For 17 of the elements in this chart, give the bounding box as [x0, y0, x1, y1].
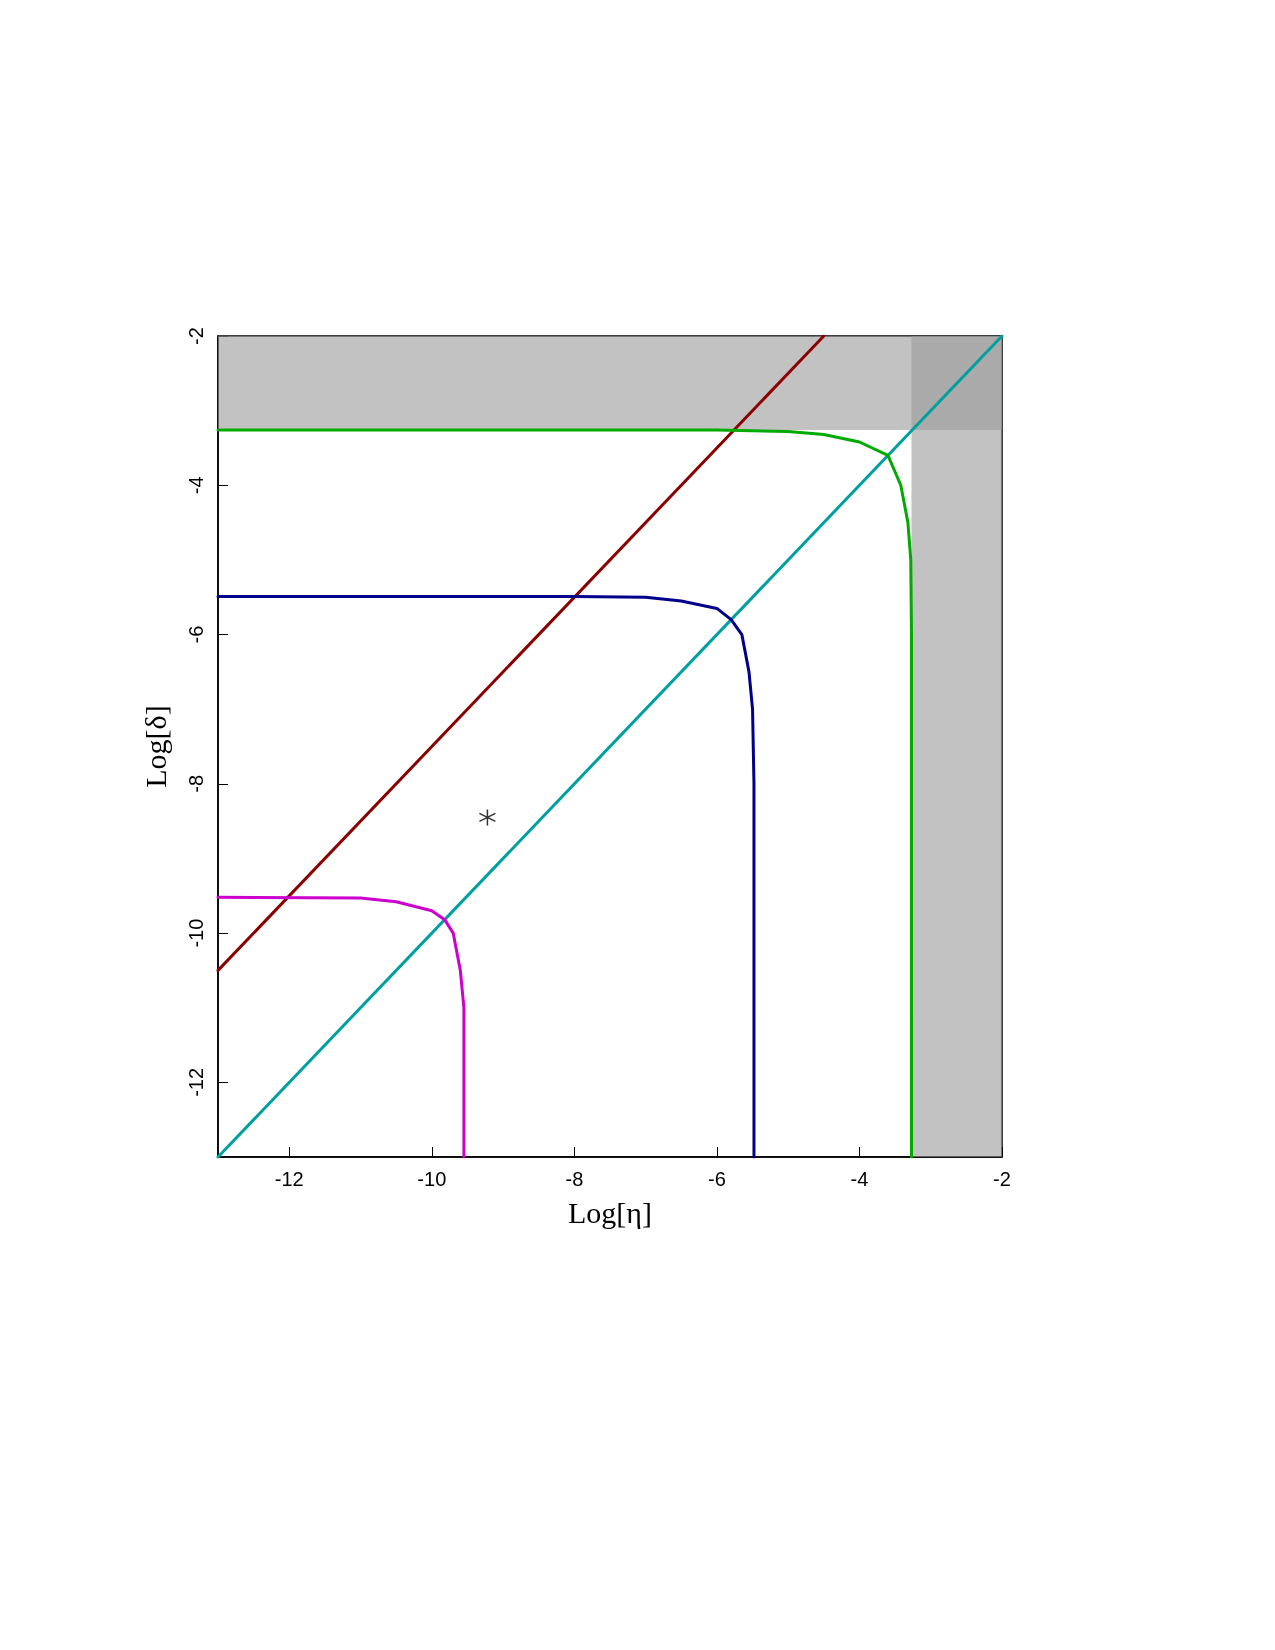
x-axis-title: Log[η] — [568, 1195, 652, 1229]
x-tick-label: -10 — [417, 1168, 447, 1190]
x-tick-label: -12 — [274, 1168, 304, 1190]
y-tick-label: -6 — [185, 625, 207, 644]
y-tick-label: -8 — [185, 774, 207, 793]
y-axis-title: Log[δ] — [138, 705, 172, 788]
x-tick-label: -4 — [850, 1168, 869, 1190]
line-series — [216, 895, 466, 1159]
x-tick-label: -8 — [565, 1168, 584, 1190]
y-tick-label: -10 — [185, 918, 207, 948]
line-series — [216, 594, 756, 1159]
x-tick-label: -6 — [708, 1168, 726, 1190]
y-tick-label: -4 — [185, 476, 207, 495]
y-tick-label: -2 — [185, 327, 207, 345]
y-tick-label: -12 — [185, 1067, 207, 1097]
x-tick-label: -2 — [993, 1168, 1011, 1190]
line-series — [216, 428, 913, 1159]
